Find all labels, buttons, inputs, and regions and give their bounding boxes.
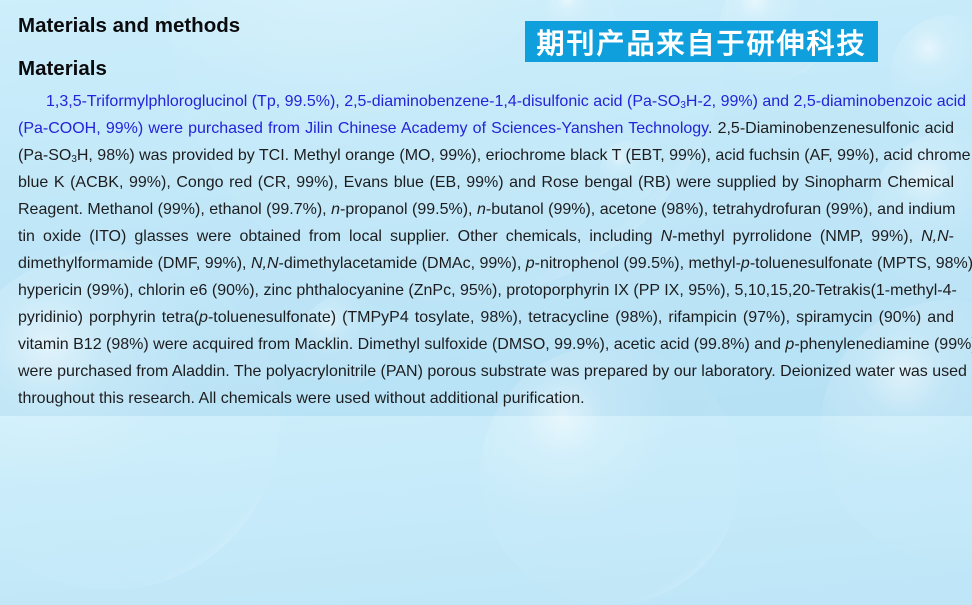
paragraph-line: were purchased from Aladdin. The polyacr… (18, 358, 967, 385)
text-run: 3 (71, 154, 77, 166)
text-run: blue K (ACBK, 99%), Congo red (CR, 99%),… (18, 174, 954, 191)
paragraph-line: throughout this research. All chemicals … (18, 385, 954, 412)
text-run: H, 98%) was provided by TCI. Methyl oran… (76, 147, 971, 164)
text-run: p (525, 255, 535, 272)
text-run: -butanol (99%), acetone (98%), tetrahydr… (485, 201, 956, 218)
text-run: p (740, 255, 750, 272)
paragraph-line: 1,3,5-Triformylphloroglucinol (Tp, 99.5%… (18, 88, 966, 115)
text-run: dimethylformamide (DMF, 99%), (18, 255, 251, 272)
text-run: were purchased from Aladdin. The polyacr… (18, 363, 967, 380)
text-run: -methyl pyrrolidone (NMP, 99%), (672, 228, 922, 245)
banner-text: 期刊产品来自于研伸科技 (536, 27, 867, 59)
highlighted-text-run: 1,3,5-Triformylphloroglucinol (Tp, 99.5%… (46, 93, 681, 110)
highlighted-text-run: H-2, 99%) and 2,5-diaminobenzoic acid (685, 93, 967, 110)
paragraph-line: pyridinio) porphyrin tetra(p-toluenesulf… (18, 304, 954, 331)
text-run: -toluenesulfonate (MPTS, 98%), (749, 255, 972, 272)
highlighted-text-run: (Pa-COOH, 99%) were purchased from Jilin… (18, 120, 708, 137)
materials-paragraph: 1,3,5-Triformylphloroglucinol (Tp, 99.5%… (18, 88, 972, 412)
paragraph-line: dimethylformamide (DMF, 99%), N,N-dimeth… (18, 250, 972, 277)
text-run: N (660, 228, 673, 245)
text-run: n (476, 201, 486, 218)
text-run: . 2,5-Diaminobenzenesulfonic acid (708, 120, 954, 137)
text-run: throughout this research. All chemicals … (18, 390, 585, 407)
paragraph-line: (Pa-SO3H, 98%) was provided by TCI. Meth… (18, 142, 971, 169)
text-run: -propanol (99.5%), (339, 201, 477, 218)
paragraph-line: hypericin (99%), chlorin e6 (90%), zinc … (18, 277, 957, 304)
text-run: -toluenesulfonate) (TMPyP4 tosylate, 98%… (207, 309, 954, 326)
text-run: N,N (250, 255, 279, 272)
text-run: p (199, 309, 208, 326)
paragraph-line: Reagent. Methanol (99%), ethanol (99.7%)… (18, 196, 956, 223)
text-run: -dimethylacetamide (DMAc, 99%), (278, 255, 526, 272)
journal-watermark-banner: 期刊产品来自于研伸科技 (525, 21, 878, 62)
paragraph-line: (Pa-COOH, 99%) were purchased from Jilin… (18, 115, 954, 142)
subsection-heading: Materials (18, 57, 107, 80)
text-run: (Pa-SO (18, 147, 72, 164)
paragraph-line: vitamin B12 (98%) were acquired from Mac… (18, 331, 972, 358)
text-run: - (948, 228, 954, 245)
paragraph-line: tin oxide (ITO) glasses were obtained fr… (18, 223, 954, 250)
text-run: tin oxide (ITO) glasses were obtained fr… (18, 228, 661, 245)
text-run: p (785, 336, 795, 353)
text-run: N,N (921, 228, 949, 245)
text-run: -phenylenediamine (99%) (794, 336, 972, 353)
text-run: -nitrophenol (99.5%), methyl- (534, 255, 741, 272)
text-run: Reagent. Methanol (99%), ethanol (99.7%)… (18, 201, 332, 218)
paragraph-line: blue K (ACBK, 99%), Congo red (CR, 99%),… (18, 169, 954, 196)
text-run: vitamin B12 (98%) were acquired from Mac… (18, 336, 786, 353)
text-run: pyridinio) porphyrin tetra( (18, 309, 200, 326)
text-run: n (331, 201, 340, 218)
text-run: hypericin (99%), chlorin e6 (90%), zinc … (18, 282, 957, 299)
